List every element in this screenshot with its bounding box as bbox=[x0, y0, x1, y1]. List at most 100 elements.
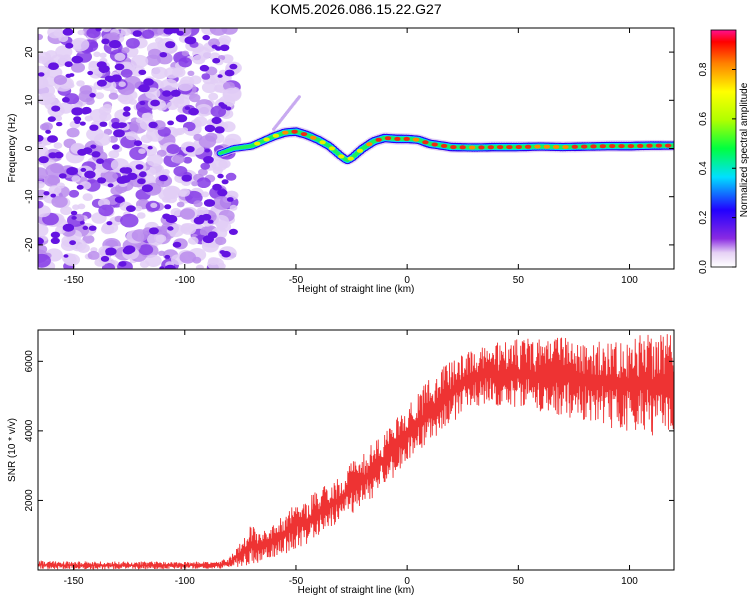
spectrogram-ridge-peak bbox=[282, 130, 289, 135]
spectrogram-noise-blob bbox=[201, 191, 210, 198]
spectrogram-noise-blob bbox=[167, 186, 180, 196]
spectrogram-noise-blob bbox=[177, 79, 193, 92]
spectrogram-noise-blob bbox=[221, 179, 229, 185]
spectrogram-noise-blob bbox=[53, 75, 67, 85]
spectrogram-noise-blob bbox=[58, 173, 67, 179]
spectrogram-noise-blob bbox=[135, 164, 144, 170]
spectrogram-noise-blob bbox=[167, 120, 175, 126]
spectrogram-noise-blob bbox=[62, 28, 74, 36]
spectrogram-noise-blob bbox=[158, 174, 168, 182]
spectrogram-noise-blob bbox=[196, 177, 211, 188]
spectrogram-noise-blob bbox=[53, 142, 63, 149]
snr-series bbox=[38, 334, 674, 570]
spectrogram-noise-blob bbox=[180, 223, 197, 235]
colorbar-ticks: 0.0 0.2 0.4 0.6 0.8 bbox=[698, 62, 736, 274]
spectrogram-noise bbox=[38, 28, 242, 269]
spectrogram-noise-blob bbox=[208, 92, 219, 101]
spectrogram-noise-blob bbox=[82, 234, 95, 244]
spectrogram-noise-blob bbox=[167, 226, 174, 231]
spectrogram-noise-blob bbox=[38, 244, 48, 254]
spectrogram-noise-blob bbox=[89, 93, 96, 98]
spectrogram-ridge-peak bbox=[646, 143, 653, 148]
spectrogram-noise-blob bbox=[176, 201, 185, 208]
spectrogram-noise-blob bbox=[139, 100, 146, 106]
spectrogram-noise-blob bbox=[165, 194, 177, 204]
spectrogram-noise-blob bbox=[94, 92, 105, 100]
spectrogram-noise-blob bbox=[195, 104, 213, 117]
spectrogram-noise-blob bbox=[66, 127, 80, 138]
spectrogram-xlabel: Height of straight line (km) bbox=[298, 284, 415, 295]
spectrogram-noise-blob bbox=[209, 28, 228, 36]
spectrogram-noise-blob bbox=[211, 116, 222, 125]
spectrogram-noise-blob bbox=[108, 92, 119, 100]
spectrogram-noise-blob bbox=[164, 264, 176, 269]
spectrogram-ridge-peak bbox=[534, 144, 541, 149]
spectrogram-noise-blob bbox=[143, 78, 154, 86]
spectrogram-noise-blob bbox=[77, 203, 86, 210]
spectrogram-noise-blob bbox=[207, 238, 214, 243]
spectrogram-noise-blob bbox=[212, 57, 221, 64]
spectrogram-noise-blob bbox=[65, 42, 74, 49]
spectrogram-noise-blob bbox=[179, 251, 197, 264]
spectrogram-noise-blob bbox=[38, 33, 43, 41]
spectrogram-noise-blob bbox=[118, 81, 126, 87]
colorbar-frame bbox=[710, 29, 737, 268]
spectrogram-noise-blob bbox=[60, 206, 73, 216]
spectrogram-noise-blob bbox=[164, 254, 171, 259]
spectrogram-noise-blob bbox=[77, 29, 85, 36]
x-tick-label: -150 bbox=[64, 576, 84, 587]
spectrogram-noise-blob bbox=[219, 250, 226, 255]
spectrogram-noise-blob bbox=[218, 35, 232, 45]
spectrogram-noise-blob bbox=[191, 181, 199, 187]
y-tick-label: 6000 bbox=[24, 350, 35, 373]
spectrogram-noise-blob bbox=[169, 28, 180, 34]
snr-xlabel: Height of straight line (km) bbox=[298, 585, 415, 596]
spectrogram-noise-blob bbox=[65, 73, 72, 78]
spectrogram-noise-blob bbox=[101, 28, 112, 32]
spectrogram-noise-blob bbox=[38, 223, 49, 237]
spectrogram-noise-blob bbox=[38, 72, 45, 77]
spectrogram-ridge bbox=[215, 95, 674, 166]
spectrogram-noise-blob bbox=[183, 156, 193, 164]
spectrogram-noise-blob bbox=[89, 124, 99, 131]
colorbar: 0.0 0.2 0.4 0.6 0.8 Normalized spectral ampl… bbox=[698, 29, 750, 274]
spectrogram-noise-blob bbox=[170, 208, 182, 217]
spectrogram-noise-blob bbox=[84, 170, 96, 179]
spectrogram-noise-blob bbox=[142, 112, 152, 120]
spectrogram-noise-blob bbox=[219, 44, 230, 52]
spectrogram-y-axis: -20 -10 0 10 20 bbox=[24, 46, 674, 252]
spectrogram-noise-blob bbox=[136, 212, 146, 219]
spectrogram-noise-blob bbox=[148, 48, 162, 60]
spectrogram-noise-blob bbox=[102, 262, 115, 269]
spectrogram-noise-blob bbox=[176, 30, 184, 36]
spectrogram-noise-blob bbox=[170, 89, 181, 97]
colorbar-gradient bbox=[711, 30, 736, 267]
spectrogram-noise-blob bbox=[50, 237, 60, 244]
spectrogram-noise-blob bbox=[198, 135, 217, 149]
spectrogram-ridge-peak bbox=[328, 146, 336, 151]
y-tick-label: 10 bbox=[24, 94, 35, 106]
spectrogram-ridge-peak bbox=[422, 140, 429, 145]
spectrogram-noise-blob bbox=[138, 84, 150, 93]
spectrogram-noise-blob bbox=[38, 145, 49, 158]
spectrogram-noise-blob bbox=[86, 127, 104, 141]
colorbar-tick-label: 0.0 bbox=[698, 260, 709, 274]
spectrogram-noise-blob bbox=[98, 204, 114, 217]
spectrogram-noise-blob bbox=[193, 200, 203, 208]
spectrogram-noise-blob bbox=[116, 176, 128, 184]
spectrogram-noise-blob bbox=[207, 219, 214, 224]
spectrogram-noise-blob bbox=[50, 193, 56, 198]
spectrogram-ridge-peak bbox=[618, 144, 625, 149]
spectrogram-noise-blob bbox=[204, 124, 216, 133]
spectrogram-noise-blob bbox=[79, 221, 85, 225]
x-tick-label: -50 bbox=[289, 576, 304, 587]
spectrogram-noise-blob bbox=[217, 189, 228, 197]
spectrogram-ridge-peak bbox=[431, 142, 438, 147]
spectrogram-noise-blob bbox=[217, 74, 223, 78]
colorbar-tick-label: 0.4 bbox=[698, 161, 709, 175]
spectrogram-noise-blob bbox=[207, 257, 225, 269]
spectrogram-noise-blob bbox=[82, 193, 93, 202]
spectrogram-noise-blob bbox=[38, 200, 44, 209]
spectrogram-noise-blob bbox=[47, 135, 58, 143]
